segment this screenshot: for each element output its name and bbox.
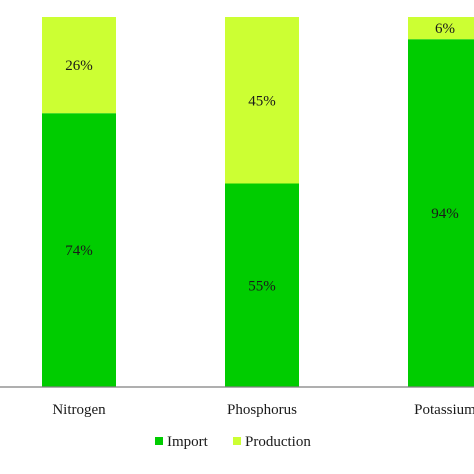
bar-nitrogen-import [42,113,116,387]
bar-phosphorus-production [225,17,299,184]
data-label-phosphorus-production: 45% [248,93,276,109]
data-label-potassium-import: 94% [431,206,459,222]
category-labels-group: Nitrogen Phosphorus Potassium [52,402,474,418]
bar-potassium-production [408,17,474,40]
bar-nitrogen-production [42,17,116,114]
bar-potassium-import [408,39,474,387]
data-label-nitrogen-import: 74% [65,243,93,259]
bars-group [42,17,474,387]
segment-labels-group: 74% 26% 55% 45% 94% 6% [65,21,459,294]
legend-swatch-import [155,437,163,445]
category-label-nitrogen: Nitrogen [52,402,106,418]
data-label-phosphorus-import: 55% [248,278,276,294]
category-label-phosphorus: Phosphorus [227,402,297,418]
legend-swatch-production [233,437,241,445]
category-label-potassium: Potassium [414,402,474,418]
data-label-potassium-production: 6% [435,21,455,37]
data-label-nitrogen-production: 26% [65,58,93,74]
legend-label-production: Production [245,434,311,450]
legend: Import Production [155,434,311,450]
legend-label-import: Import [167,434,209,450]
bar-phosphorus-import [225,183,299,387]
